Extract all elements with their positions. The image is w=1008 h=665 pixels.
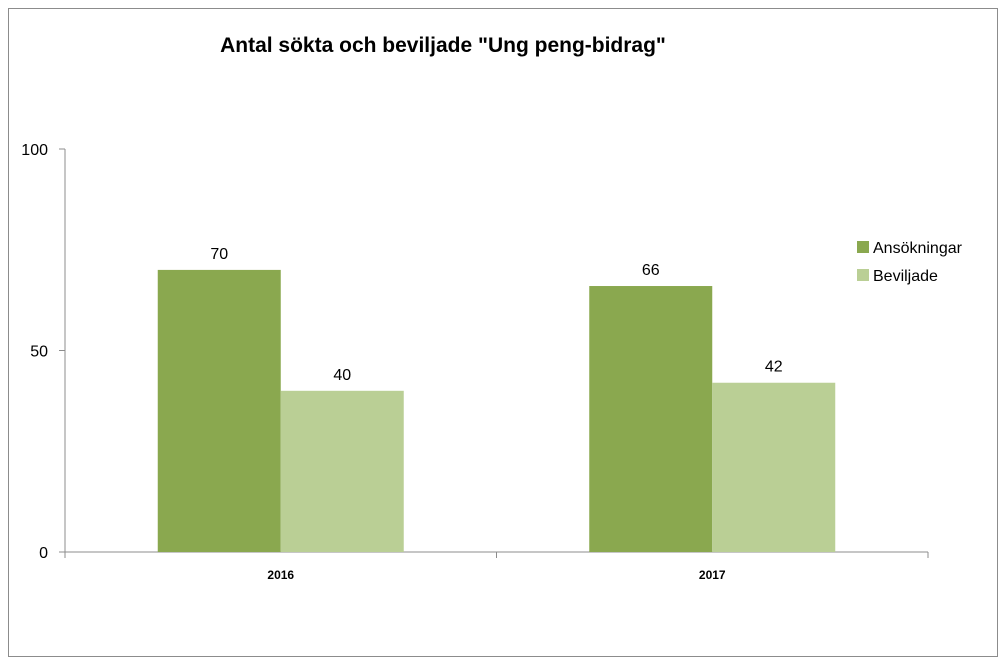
bar-ansökningar-2017 — [589, 286, 713, 552]
bar-ansökningar-2016 — [157, 269, 281, 552]
bar-beviljade-2017 — [712, 382, 836, 552]
legend-label: Beviljade — [873, 268, 938, 285]
legend-label: Ansökningar — [873, 240, 963, 257]
bar-beviljade-2016 — [280, 390, 404, 552]
y-tick-label: 0 — [39, 545, 48, 562]
y-tick-label: 100 — [21, 142, 48, 159]
bars: 70 40 66 42 — [157, 246, 836, 552]
data-label: 40 — [333, 367, 351, 384]
legend-swatch — [857, 241, 869, 253]
legend: Ansökningar Beviljade — [857, 240, 963, 285]
data-label: 42 — [765, 359, 783, 376]
chart-title: Antal sökta och beviljade "Ung peng-bidr… — [220, 34, 666, 57]
x-category-label: 2016 — [267, 568, 294, 582]
data-label: 66 — [642, 262, 660, 279]
data-label: 70 — [210, 246, 228, 263]
x-category-label: 2017 — [699, 568, 726, 582]
legend-swatch — [857, 269, 869, 281]
y-tick-label: 50 — [30, 344, 48, 361]
